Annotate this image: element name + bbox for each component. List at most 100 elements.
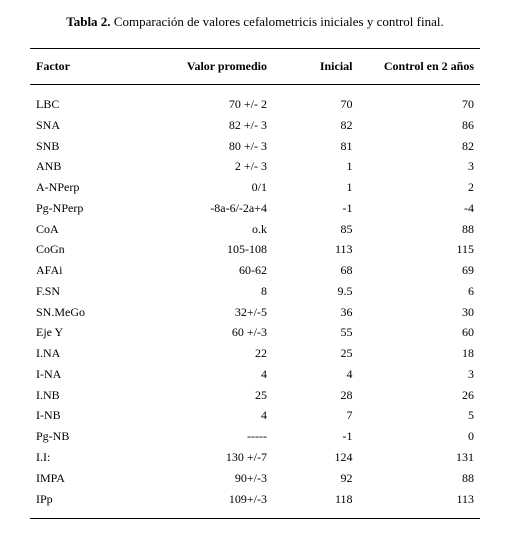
cell-valor: 60-62 bbox=[152, 260, 274, 281]
table-header-row: Factor Valor promedio Inicial Control en… bbox=[30, 49, 480, 85]
cell-factor: IPp bbox=[30, 488, 152, 518]
table-bottom-rule bbox=[30, 518, 480, 519]
cephalometric-table: Factor Valor promedio Inicial Control en… bbox=[30, 48, 480, 519]
table-row: Pg-NPerp-8a-6/-2a+4-1-4 bbox=[30, 198, 480, 219]
cell-inicial: -1 bbox=[273, 198, 359, 219]
table-row: I-NB475 bbox=[30, 405, 480, 426]
table-row: I.I:130 +/-7124131 bbox=[30, 447, 480, 468]
cell-control: 2 bbox=[359, 177, 481, 198]
cell-inicial: 55 bbox=[273, 322, 359, 343]
cell-valor: o.k bbox=[152, 218, 274, 239]
cell-inicial: 81 bbox=[273, 135, 359, 156]
cell-valor: 60 +/-3 bbox=[152, 322, 274, 343]
cell-control: 6 bbox=[359, 281, 481, 302]
cell-valor: 82 +/- 3 bbox=[152, 115, 274, 136]
table-row: A-NPerp0/112 bbox=[30, 177, 480, 198]
cell-valor: 25 bbox=[152, 385, 274, 406]
cell-inicial: 68 bbox=[273, 260, 359, 281]
cell-valor: 8 bbox=[152, 281, 274, 302]
cell-inicial: 9.5 bbox=[273, 281, 359, 302]
cell-factor: CoGn bbox=[30, 239, 152, 260]
cell-inicial: 36 bbox=[273, 301, 359, 322]
cell-valor: 130 +/-7 bbox=[152, 447, 274, 468]
cell-control: 3 bbox=[359, 156, 481, 177]
table-row: Pg-NB------10 bbox=[30, 426, 480, 447]
cell-factor: AFAi bbox=[30, 260, 152, 281]
cell-factor: SN.MeGo bbox=[30, 301, 152, 322]
cell-valor: 4 bbox=[152, 364, 274, 385]
cell-valor: 80 +/- 3 bbox=[152, 135, 274, 156]
cell-valor: 90+/-3 bbox=[152, 468, 274, 489]
table-row: IPp109+/-3118113 bbox=[30, 488, 480, 518]
table-row: IMPA90+/-39288 bbox=[30, 468, 480, 489]
cell-valor: 22 bbox=[152, 343, 274, 364]
cell-control: 30 bbox=[359, 301, 481, 322]
cell-inicial: 113 bbox=[273, 239, 359, 260]
table-row: SNB80 +/- 38182 bbox=[30, 135, 480, 156]
cell-control: 60 bbox=[359, 322, 481, 343]
cell-factor: SNA bbox=[30, 115, 152, 136]
cell-valor: 2 +/- 3 bbox=[152, 156, 274, 177]
table-body: LBC70 +/- 27070SNA82 +/- 38286SNB80 +/- … bbox=[30, 85, 480, 519]
cell-factor: I-NB bbox=[30, 405, 152, 426]
cell-control: 0 bbox=[359, 426, 481, 447]
caption-label: Tabla 2. bbox=[66, 14, 110, 29]
cell-inicial: 85 bbox=[273, 218, 359, 239]
cell-inicial: -1 bbox=[273, 426, 359, 447]
cell-factor: I.I: bbox=[30, 447, 152, 468]
table-row: I.NB252826 bbox=[30, 385, 480, 406]
table-row: I-NA443 bbox=[30, 364, 480, 385]
cell-control: 69 bbox=[359, 260, 481, 281]
table-row: Eje Y60 +/-35560 bbox=[30, 322, 480, 343]
cell-inicial: 124 bbox=[273, 447, 359, 468]
cell-control: 5 bbox=[359, 405, 481, 426]
cell-factor: LBC bbox=[30, 85, 152, 115]
cell-factor: Pg-NPerp bbox=[30, 198, 152, 219]
table-row: SN.MeGo32+/-53630 bbox=[30, 301, 480, 322]
cell-factor: Pg-NB bbox=[30, 426, 152, 447]
table-row: ANB2 +/- 313 bbox=[30, 156, 480, 177]
cell-factor: I-NA bbox=[30, 364, 152, 385]
col-header-valor: Valor promedio bbox=[152, 49, 274, 85]
cell-factor: CoA bbox=[30, 218, 152, 239]
cell-valor: 32+/-5 bbox=[152, 301, 274, 322]
cell-inicial: 28 bbox=[273, 385, 359, 406]
table-caption: Tabla 2. Comparación de valores cefalome… bbox=[30, 14, 480, 30]
cell-control: 88 bbox=[359, 218, 481, 239]
cell-valor: 109+/-3 bbox=[152, 488, 274, 518]
col-header-factor: Factor bbox=[30, 49, 152, 85]
col-header-control: Control en 2 años bbox=[359, 49, 481, 85]
cell-factor: F.SN bbox=[30, 281, 152, 302]
table-row: CoGn105-108113115 bbox=[30, 239, 480, 260]
cell-factor: A-NPerp bbox=[30, 177, 152, 198]
cell-factor: IMPA bbox=[30, 468, 152, 489]
cell-control: 88 bbox=[359, 468, 481, 489]
cell-factor: SNB bbox=[30, 135, 152, 156]
cell-control: 70 bbox=[359, 85, 481, 115]
caption-text: Comparación de valores cefalometricis in… bbox=[114, 14, 444, 29]
cell-factor: I.NA bbox=[30, 343, 152, 364]
table-row: F.SN89.56 bbox=[30, 281, 480, 302]
cell-valor: 105-108 bbox=[152, 239, 274, 260]
cell-control: 86 bbox=[359, 115, 481, 136]
cell-factor: Eje Y bbox=[30, 322, 152, 343]
cell-inicial: 118 bbox=[273, 488, 359, 518]
cell-valor: ----- bbox=[152, 426, 274, 447]
cell-factor: ANB bbox=[30, 156, 152, 177]
table-row: SNA82 +/- 38286 bbox=[30, 115, 480, 136]
cell-inicial: 7 bbox=[273, 405, 359, 426]
table-row: AFAi60-626869 bbox=[30, 260, 480, 281]
table-row: I.NA222518 bbox=[30, 343, 480, 364]
col-header-inicial: Inicial bbox=[273, 49, 359, 85]
cell-inicial: 1 bbox=[273, 177, 359, 198]
cell-inicial: 82 bbox=[273, 115, 359, 136]
cell-control: 113 bbox=[359, 488, 481, 518]
page: Tabla 2. Comparación de valores cefalome… bbox=[0, 0, 510, 540]
cell-valor: 0/1 bbox=[152, 177, 274, 198]
cell-inicial: 92 bbox=[273, 468, 359, 489]
table-row: CoAo.k8588 bbox=[30, 218, 480, 239]
cell-valor: 4 bbox=[152, 405, 274, 426]
cell-control: -4 bbox=[359, 198, 481, 219]
cell-inicial: 4 bbox=[273, 364, 359, 385]
table-row: LBC70 +/- 27070 bbox=[30, 85, 480, 115]
